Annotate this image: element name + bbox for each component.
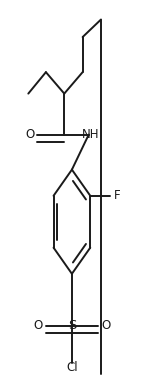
Text: NH: NH [82, 128, 99, 141]
Text: Cl: Cl [66, 361, 78, 374]
Text: S: S [68, 319, 76, 332]
Text: F: F [114, 189, 120, 202]
Text: O: O [101, 319, 110, 332]
Text: O: O [25, 128, 34, 141]
Text: O: O [34, 319, 43, 332]
